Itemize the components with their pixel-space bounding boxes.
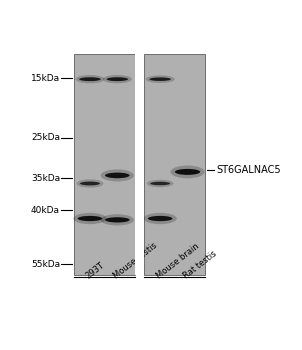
Ellipse shape: [146, 75, 175, 83]
Ellipse shape: [101, 214, 134, 225]
Ellipse shape: [105, 217, 130, 223]
Text: 25kDa: 25kDa: [31, 133, 60, 142]
Text: Rat testis: Rat testis: [182, 249, 219, 280]
Text: 293T: 293T: [84, 260, 106, 280]
Ellipse shape: [78, 216, 102, 221]
Bar: [144, 54, 205, 275]
Ellipse shape: [175, 169, 200, 175]
Ellipse shape: [105, 173, 130, 178]
Ellipse shape: [147, 180, 174, 187]
Ellipse shape: [73, 213, 107, 224]
Text: Mouse testis: Mouse testis: [112, 241, 159, 280]
Ellipse shape: [148, 216, 172, 221]
Ellipse shape: [101, 169, 134, 181]
Text: 40kDa: 40kDa: [31, 206, 60, 215]
Ellipse shape: [107, 77, 128, 81]
Ellipse shape: [76, 75, 104, 83]
Text: ST6GALNAC5: ST6GALNAC5: [217, 165, 281, 175]
Bar: [135, 54, 144, 275]
Text: 35kDa: 35kDa: [31, 174, 60, 183]
Text: 15kDa: 15kDa: [31, 74, 60, 83]
Ellipse shape: [103, 75, 132, 83]
Ellipse shape: [150, 182, 170, 185]
Ellipse shape: [80, 182, 100, 186]
Ellipse shape: [79, 77, 101, 81]
Ellipse shape: [171, 166, 204, 178]
Bar: [74, 54, 135, 275]
Ellipse shape: [76, 179, 103, 188]
Ellipse shape: [143, 213, 177, 224]
Text: 55kDa: 55kDa: [31, 260, 60, 269]
Text: Mouse brain: Mouse brain: [155, 241, 201, 280]
Ellipse shape: [149, 77, 171, 81]
